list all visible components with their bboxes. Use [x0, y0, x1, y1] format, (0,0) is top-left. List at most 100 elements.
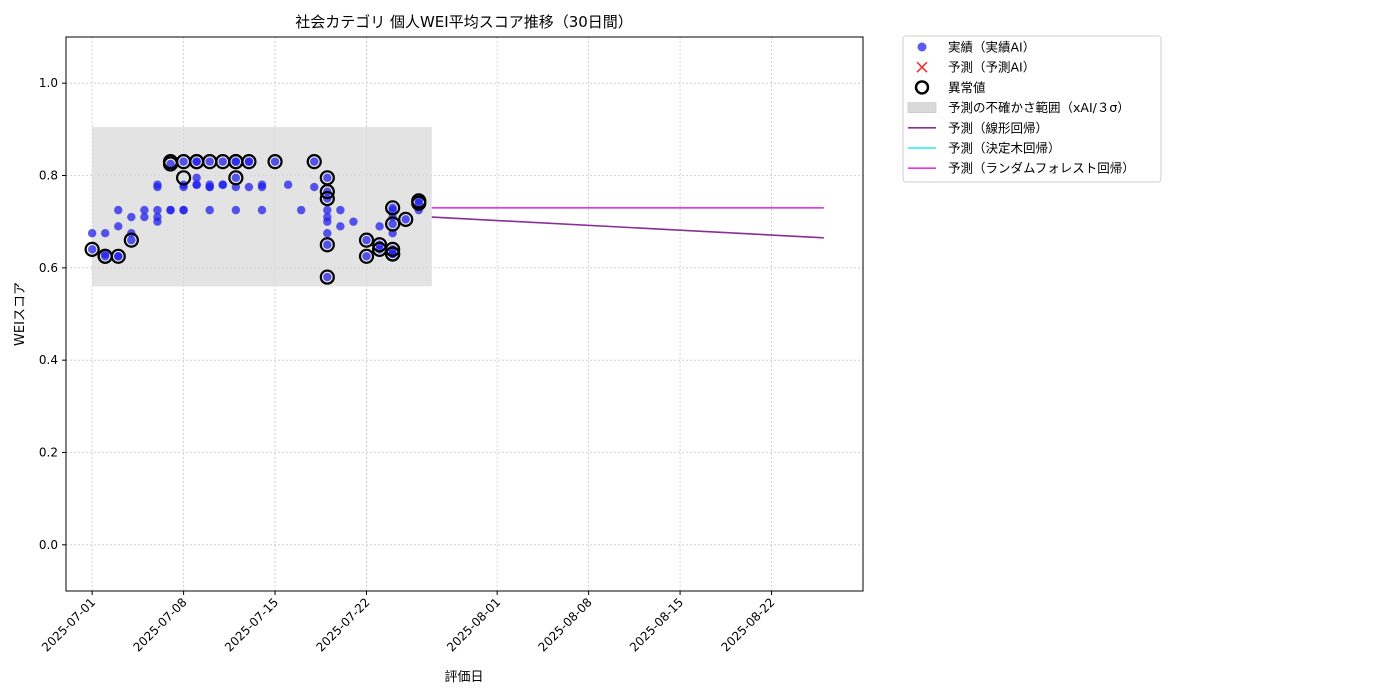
outlier-marker [228, 170, 244, 186]
actual-point [205, 180, 214, 189]
outlier-marker [319, 170, 335, 186]
actual-point [140, 205, 149, 215]
legend-label: 予測（決定木回帰） [948, 141, 1061, 156]
actual-point [310, 157, 319, 166]
actual-point [179, 205, 188, 215]
actual-point [192, 173, 201, 183]
actual-point [166, 205, 175, 215]
actual-point [100, 229, 110, 238]
actual-point [87, 229, 97, 238]
actual-point [114, 252, 123, 261]
actual-point [87, 245, 97, 254]
actual-point [336, 205, 345, 215]
actual-point [127, 235, 136, 245]
actual-point [231, 205, 241, 215]
legend-label: 予測（ランダムフォレスト回帰） [948, 161, 1135, 176]
actual-point [336, 222, 345, 231]
x-tick-label: 2025-07-15 [222, 595, 281, 654]
outlier-marker [84, 241, 100, 257]
actual-point [153, 217, 162, 226]
x-tick-label: 2025-08-15 [627, 595, 686, 654]
actual-point [257, 205, 267, 215]
outlier-marker [358, 248, 375, 264]
legend-marker-dot [917, 42, 927, 52]
legend-marker-ring [914, 80, 930, 95]
legend-marker-band [907, 102, 937, 113]
actual-point [323, 240, 332, 249]
actual-point [270, 157, 280, 166]
x-axis-label: 評価日 [444, 670, 483, 685]
outlier-marker [385, 200, 401, 216]
outlier-marker [267, 154, 283, 170]
legend-label: 異常値 [948, 80, 986, 95]
outlier-marker [319, 237, 335, 253]
y-tick-label: 0.0 [39, 538, 58, 552]
outlier-marker [319, 190, 335, 207]
outlier-marker [110, 248, 126, 264]
legend-box [902, 35, 1162, 183]
actual-point [349, 217, 358, 226]
legend-label: 予測（線形回帰） [948, 120, 1048, 135]
x-tick-label: 2025-08-22 [718, 595, 777, 654]
outlier-marker [385, 241, 401, 257]
actual-point [192, 180, 201, 189]
actual-point [362, 235, 371, 245]
actual-point [323, 229, 332, 238]
y-tick-label: 0.2 [39, 446, 58, 460]
x-tick-label: 2025-08-08 [536, 595, 595, 654]
outlier-marker [123, 232, 139, 248]
actual-point [296, 205, 306, 215]
x-tick-label: 2025-07-22 [313, 595, 372, 654]
actual-point [218, 157, 227, 166]
outlier-marker [175, 170, 192, 186]
actual-point [323, 205, 332, 215]
outlier-marker [358, 232, 375, 248]
y-tick-label: 0.6 [39, 261, 58, 275]
plot-frame [65, 36, 864, 592]
outlier-marker [411, 193, 427, 209]
outlier-marker [371, 237, 388, 253]
x-tick-label: 2025-08-01 [444, 595, 503, 654]
actual-point [153, 205, 162, 215]
actual-point [100, 252, 110, 261]
chart-title: 社会カテゴリ 個人WEI平均スコア推移（30日間） [295, 13, 633, 31]
actual-point [323, 217, 332, 226]
actual-point [140, 212, 149, 222]
outlier-marker [319, 269, 335, 285]
y-tick-label: 0.4 [39, 353, 58, 367]
legend-label: 予測（予測AI） [948, 60, 1035, 75]
actual-point [205, 205, 214, 215]
actual-point [323, 272, 332, 282]
outlier-marker [385, 246, 401, 262]
actual-point [127, 212, 136, 222]
actual-point [192, 157, 201, 166]
actual-point [114, 222, 123, 231]
actual-point [153, 180, 162, 189]
actual-point [179, 157, 188, 166]
plot-area: 0.0 0.2 0.4 0.6 0.8 1.0 2025-07-01 2025-07-08 20… [39, 36, 864, 654]
outlier-marker [385, 216, 401, 232]
x-tick-label: 2025-07-01 [39, 595, 98, 654]
actual-point [231, 173, 241, 183]
actual-point [414, 199, 423, 208]
legend-label: 実績（実績AI） [948, 40, 1035, 55]
actual-point [283, 180, 293, 189]
forecast-line [431, 216, 824, 239]
actual-point [375, 222, 384, 231]
actual-point [166, 159, 175, 169]
actual-point [323, 173, 332, 183]
actual-point [205, 157, 214, 166]
outlier-marker [398, 211, 414, 227]
actual-point [218, 180, 227, 189]
actual-point [114, 205, 123, 215]
outlier-marker [306, 154, 322, 170]
actual-point [401, 215, 410, 224]
actual-point [244, 182, 254, 192]
x-tick-label: 2025-07-08 [130, 595, 189, 654]
actual-point [388, 203, 397, 213]
y-axis-label: WEIスコア [13, 282, 28, 346]
outlier-marker [241, 154, 257, 170]
actual-point [388, 219, 397, 229]
